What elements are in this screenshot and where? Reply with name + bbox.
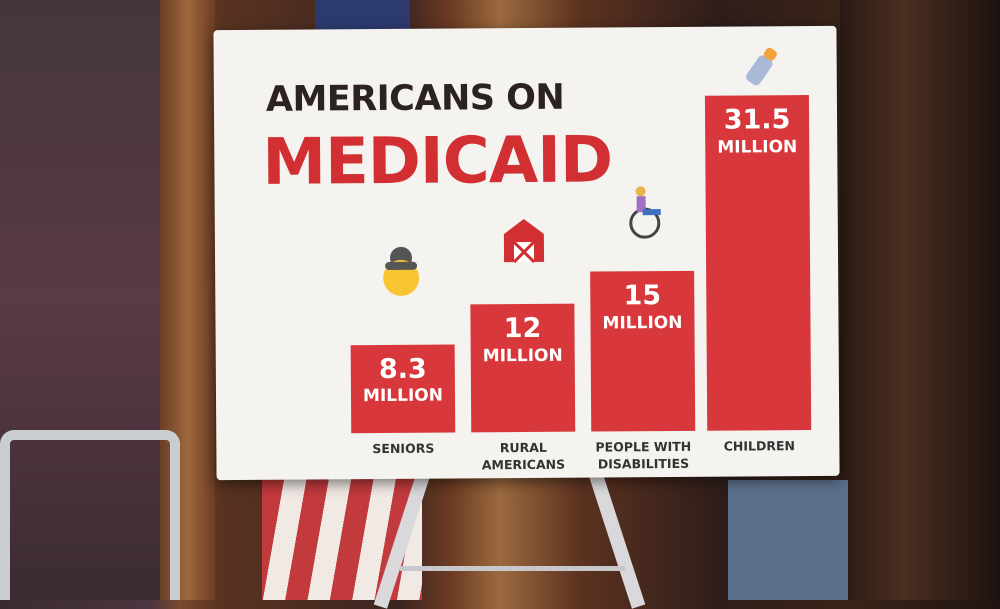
icon-wheelchair xyxy=(629,186,661,239)
category-label: PEOPLE WITH DISABILITIES xyxy=(595,438,692,472)
value-label: 8.3 MILLION xyxy=(362,353,444,407)
easel-leg xyxy=(588,471,646,609)
bar: 8.3 MILLION xyxy=(350,344,456,434)
value-label: 31.5 MILLION xyxy=(717,104,798,158)
icon-barn xyxy=(503,219,545,264)
poster: AMERICANS ON MEDICAID 8.3 MILLION SENIORS… xyxy=(213,25,840,481)
easel-bar xyxy=(400,566,625,571)
doorway xyxy=(840,0,1000,600)
backdrop-panel xyxy=(0,0,170,600)
bar: 15 MILLION xyxy=(590,271,696,432)
plot-area: 8.3 MILLION SENIORS 12 MILLION RURAL AMERIC… xyxy=(213,26,839,480)
category-label: SENIORS xyxy=(372,440,435,457)
back-wall xyxy=(728,480,848,600)
icon-senior xyxy=(383,246,420,296)
value-label: 12 MILLION xyxy=(482,313,563,367)
bar: 31.5 MILLION xyxy=(704,95,812,431)
chair xyxy=(0,430,180,600)
bar: 12 MILLION xyxy=(470,304,576,433)
pillar xyxy=(160,0,215,600)
icon-bottle xyxy=(746,47,777,86)
category-label: RURAL AMERICANS xyxy=(481,439,566,473)
value-label: 15 MILLION xyxy=(602,280,683,334)
category-label: CHILDREN xyxy=(723,438,796,454)
